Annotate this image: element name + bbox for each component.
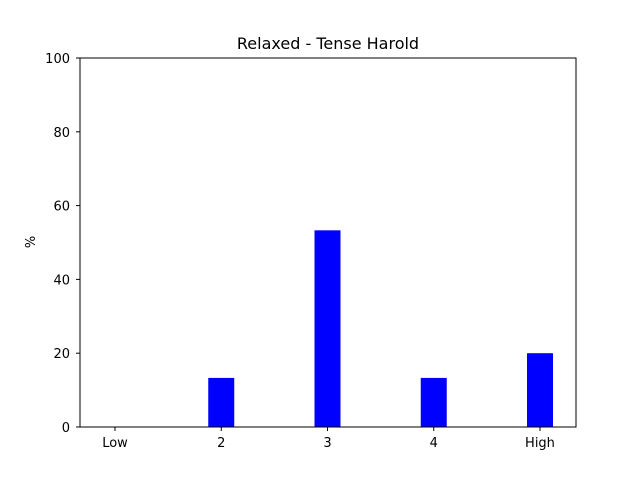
- plot-area-frame: [79, 57, 577, 428]
- ticks-layer: Low 2 3 4 High 0 20 40 60 80 100: [45, 52, 555, 451]
- x-tick-label: Low: [102, 436, 128, 451]
- y-tick-label: 0: [62, 421, 70, 436]
- chart-title: Relaxed - Tense Harold: [237, 34, 419, 53]
- y-tick-label: 60: [53, 200, 70, 215]
- bar-high: [527, 353, 553, 427]
- y-axis-label: %: [24, 236, 39, 248]
- x-tick-label: High: [525, 436, 555, 451]
- x-tick-label: 3: [323, 436, 331, 451]
- bar-3: [314, 230, 341, 427]
- bars-layer: [208, 230, 553, 427]
- x-tick-label: 2: [217, 436, 225, 451]
- y-tick-label: 80: [53, 126, 70, 141]
- y-tick-label: 100: [45, 52, 70, 67]
- x-tick-label: 4: [430, 436, 438, 451]
- y-tick-label: 20: [53, 347, 70, 362]
- y-tick-label: 40: [53, 273, 70, 288]
- bar-2: [208, 377, 235, 427]
- bar-4: [420, 377, 447, 427]
